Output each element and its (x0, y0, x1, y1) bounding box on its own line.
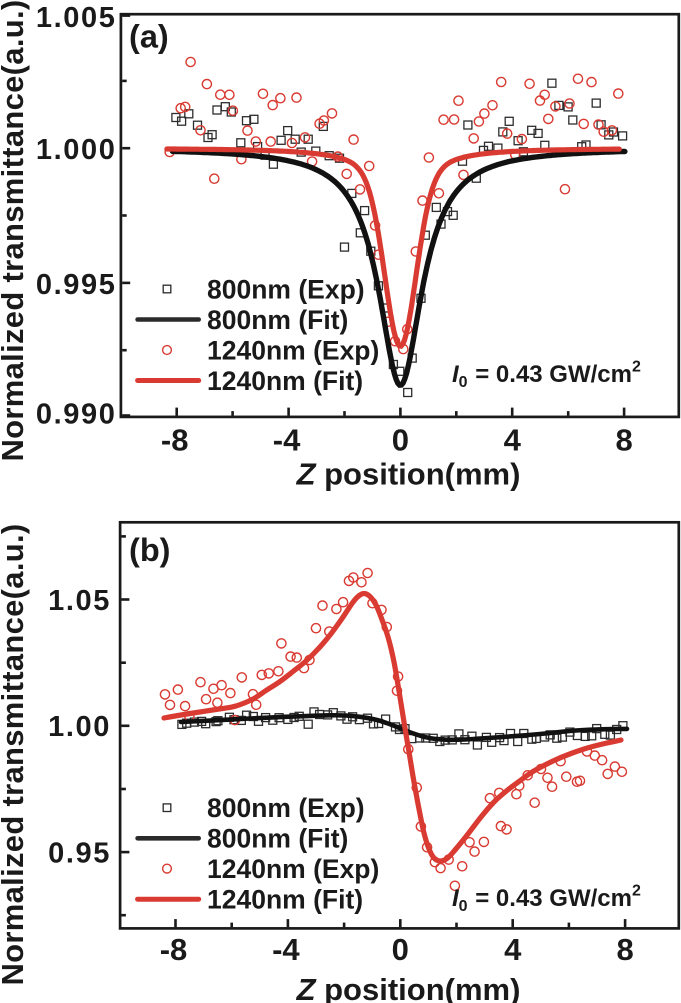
svg-text:1240nm (Exp): 1240nm (Exp) (207, 335, 379, 365)
svg-text:8: 8 (615, 423, 632, 458)
svg-text:800nm (Fit): 800nm (Fit) (207, 824, 348, 854)
svg-text:I0 = 0.43 GW/cm2: I0 = 0.43 GW/cm2 (452, 883, 641, 916)
svg-text:-4: -4 (272, 932, 300, 967)
svg-text:-8: -8 (160, 932, 188, 967)
svg-text:1240nm (Fit): 1240nm (Fit) (207, 885, 363, 915)
svg-text:1240nm (Exp): 1240nm (Exp) (207, 854, 379, 884)
svg-text:0: 0 (392, 423, 409, 458)
svg-text:Z position(mm): Z position(mm) (296, 972, 521, 1003)
svg-text:4: 4 (504, 932, 522, 967)
svg-text:(b): (b) (129, 532, 171, 568)
svg-text:0.95: 0.95 (48, 838, 111, 870)
svg-text:0.990: 0.990 (36, 399, 117, 431)
svg-text:Normalized transmittance(a.u.): Normalized transmittance(a.u.) (0, 523, 30, 985)
svg-text:1.005: 1.005 (36, 2, 117, 34)
svg-text:1.05: 1.05 (48, 585, 111, 617)
svg-text:Z position(mm): Z position(mm) (296, 457, 521, 492)
svg-text:-8: -8 (161, 423, 189, 458)
svg-text:800nm (Exp): 800nm (Exp) (207, 274, 365, 304)
svg-text:1240nm (Fit): 1240nm (Fit) (207, 366, 363, 396)
svg-text:0: 0 (392, 932, 409, 967)
svg-text:Normalized transmittance(a.u.): Normalized transmittance(a.u.) (0, 0, 30, 462)
svg-text:800nm (Fit): 800nm (Fit) (207, 305, 348, 335)
svg-text:800nm (Exp): 800nm (Exp) (207, 793, 365, 823)
svg-text:-4: -4 (273, 423, 301, 458)
svg-text:(a): (a) (129, 19, 169, 55)
svg-text:I0 = 0.43 GW/cm2: I0 = 0.43 GW/cm2 (452, 359, 641, 392)
svg-text:1.000: 1.000 (36, 134, 117, 166)
svg-text:4: 4 (504, 423, 522, 458)
svg-text:0.995: 0.995 (36, 269, 117, 301)
svg-text:1.00: 1.00 (48, 711, 111, 743)
svg-text:8: 8 (616, 932, 633, 967)
